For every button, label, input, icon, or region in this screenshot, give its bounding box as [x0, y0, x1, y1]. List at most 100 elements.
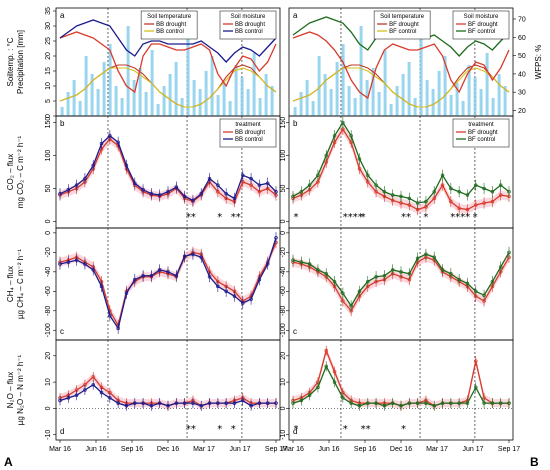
y-tick-label-right: 40 [518, 71, 526, 78]
precip-bar [264, 74, 268, 116]
y-tick-label: 50 [280, 184, 287, 192]
precip-bar [455, 83, 459, 116]
data-point [241, 301, 245, 305]
significance-star: ** [401, 212, 411, 223]
y-axis-label: mg CO₂ – C m⁻² h⁻¹ [16, 135, 25, 208]
legend-title: Soil temperature [380, 14, 425, 20]
y-tick-label: -60 [280, 286, 287, 296]
significance-star: * [361, 212, 366, 223]
precip-bar [90, 74, 94, 116]
significance-star: ** [186, 424, 196, 435]
data-point [91, 375, 95, 379]
data-point [415, 256, 420, 260]
precip-bar [371, 68, 375, 116]
data-point [91, 268, 95, 272]
x-tick-label: Jun 16 [318, 446, 339, 453]
legend-title: Soil moisture [231, 14, 266, 20]
data-point [474, 289, 478, 294]
data-point [174, 401, 179, 405]
data-point [324, 272, 328, 276]
data-point [382, 190, 387, 194]
data-point [91, 163, 95, 168]
data-point [58, 398, 62, 403]
data-point [83, 176, 87, 181]
y-tick-label: 0 [45, 231, 52, 235]
data-point [374, 183, 378, 187]
data-point [357, 404, 362, 408]
data-point [465, 193, 470, 197]
x-tick-label: Jun 17 [229, 446, 250, 453]
data-point [324, 153, 328, 158]
data-point [191, 252, 195, 257]
y-tick-label: -100 [280, 323, 287, 337]
series-line [59, 31, 277, 94]
precip-bar [293, 107, 297, 116]
data-point [141, 188, 145, 192]
precip-bar [108, 44, 112, 116]
y-tick-label: 5 [45, 99, 52, 103]
significance-star: ** [186, 212, 196, 223]
data-point [482, 186, 486, 191]
data-point [440, 173, 445, 178]
y-tick-label: 100 [280, 150, 287, 162]
data-point [449, 186, 453, 191]
data-point [341, 120, 345, 125]
y-tick-label: 20 [280, 352, 287, 360]
data-point [307, 393, 312, 398]
data-point [498, 193, 503, 197]
data-point [265, 401, 270, 405]
precip-bar [329, 89, 333, 116]
panel-letter: d [60, 427, 64, 436]
data-point [166, 190, 170, 194]
data-point [149, 404, 154, 408]
data-point [440, 268, 445, 272]
data-point [257, 183, 262, 187]
precip-bar [162, 86, 166, 116]
data-point [432, 255, 436, 259]
data-point [133, 181, 137, 185]
precip-bar [305, 80, 309, 116]
precip-bar [353, 98, 357, 116]
data-point [216, 401, 220, 405]
data-point [341, 291, 345, 296]
data-point [349, 134, 353, 138]
data-point [332, 279, 337, 284]
precip-bar [485, 53, 489, 116]
data-point [265, 181, 270, 185]
precip-bar [84, 56, 88, 116]
panel-frame [55, 339, 281, 441]
data-point [265, 262, 270, 266]
data-point [490, 401, 495, 405]
precip-bar [377, 92, 381, 116]
precip-bar [347, 86, 351, 116]
data-point [307, 262, 312, 266]
panel-letter: b [293, 119, 298, 128]
data-point [399, 194, 403, 199]
legend-box [219, 10, 277, 40]
data-point [141, 273, 145, 278]
data-point [316, 268, 320, 272]
data-point [357, 289, 362, 294]
data-point [182, 254, 187, 258]
legend-box [219, 118, 277, 148]
data-point [224, 191, 228, 196]
data-point [366, 173, 370, 178]
data-point [299, 260, 304, 264]
precip-bar [144, 92, 148, 116]
panel-B-a: a 20 30 40 50 60 70 WFPS: % Soil temperature BF d… [288, 7, 543, 117]
x-tick-label: Mar 17 [426, 446, 448, 453]
precip-bar [437, 71, 441, 116]
significance-star: * [293, 212, 298, 223]
data-point [116, 401, 120, 405]
y-axis-label: N₂O – flux [6, 372, 15, 408]
legend-entry: BF drought [468, 130, 498, 136]
significance-star: * [231, 424, 236, 435]
precip-bar [120, 98, 124, 116]
y-tick-label-right: 70 [518, 16, 526, 23]
data-point [199, 404, 203, 408]
precip-bar [192, 80, 196, 116]
data-point [390, 193, 395, 197]
data-point [166, 404, 170, 408]
